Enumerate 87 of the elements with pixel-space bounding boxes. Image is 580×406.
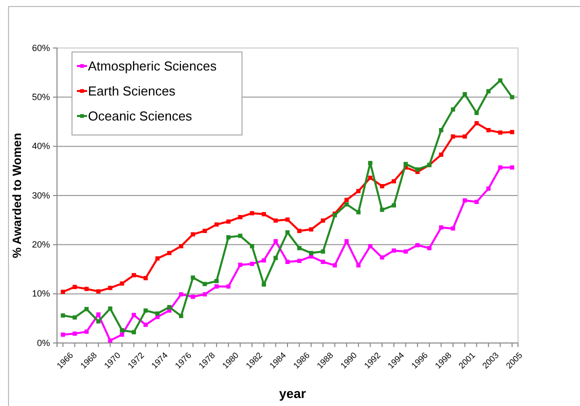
point (462, 198, 467, 203)
point (72, 332, 77, 336)
point (190, 294, 196, 299)
y-tick-label: 20% (32, 240, 50, 250)
point (462, 92, 467, 96)
point (144, 322, 148, 327)
point (439, 152, 444, 157)
y-tick-label: 0% (36, 338, 50, 348)
point (60, 332, 66, 337)
point (226, 235, 231, 240)
point (462, 134, 467, 139)
point (120, 332, 124, 337)
legend-label: Atmospheric Sciences (88, 58, 218, 74)
point (274, 239, 278, 244)
point (178, 244, 184, 248)
legend-label: Oceanic Sciences (88, 108, 193, 124)
point (250, 211, 254, 216)
point (274, 218, 278, 223)
point (356, 210, 361, 214)
point (262, 282, 266, 287)
legend-label: Earth Sciences (88, 84, 176, 98)
point (144, 308, 148, 313)
point (368, 244, 372, 248)
point (344, 239, 349, 244)
y-tick-label: 50% (32, 92, 50, 102)
point (108, 306, 112, 311)
point (415, 243, 420, 248)
point (238, 234, 242, 238)
point (309, 227, 314, 232)
y-axis-title: % Awarded to Women (10, 132, 24, 258)
y-tick-label: 30% (32, 190, 50, 200)
point (108, 286, 112, 290)
x-axis-title: year (279, 386, 306, 401)
point (202, 292, 207, 296)
point (262, 258, 266, 263)
point (167, 304, 172, 310)
point (498, 78, 502, 83)
point (178, 292, 184, 296)
point (392, 179, 396, 184)
point (167, 250, 172, 256)
point (439, 225, 444, 230)
y-tick-label: 60% (32, 42, 50, 53)
point (72, 284, 77, 290)
point (427, 246, 432, 250)
point (510, 95, 514, 100)
point (498, 165, 502, 170)
point (297, 246, 302, 250)
point (498, 130, 502, 135)
point (250, 262, 254, 266)
point (262, 212, 266, 216)
point (84, 330, 89, 334)
point (96, 319, 100, 324)
point (474, 110, 479, 116)
point (404, 249, 408, 254)
point (132, 330, 136, 334)
point (274, 256, 278, 260)
point (132, 312, 136, 318)
point (297, 228, 302, 234)
point (190, 232, 196, 236)
point (202, 228, 207, 234)
point (368, 160, 372, 166)
point (120, 328, 124, 332)
point (250, 244, 254, 248)
y-tick-label: 40% (32, 141, 50, 152)
point (238, 215, 242, 220)
point (297, 258, 302, 264)
point (309, 250, 314, 256)
point (380, 184, 384, 188)
point (474, 121, 479, 126)
point (238, 262, 242, 267)
point (368, 176, 372, 180)
point (60, 290, 66, 294)
y-tick-label: 10% (32, 288, 50, 299)
point (380, 208, 384, 212)
point (108, 338, 112, 343)
point (72, 315, 77, 320)
point (344, 202, 349, 206)
point (392, 203, 396, 208)
point (332, 263, 337, 268)
point (474, 200, 479, 204)
point (404, 162, 408, 166)
point (486, 89, 491, 94)
point (144, 276, 148, 280)
point (202, 282, 207, 286)
point (356, 263, 361, 268)
point (439, 128, 444, 132)
point (132, 273, 136, 278)
